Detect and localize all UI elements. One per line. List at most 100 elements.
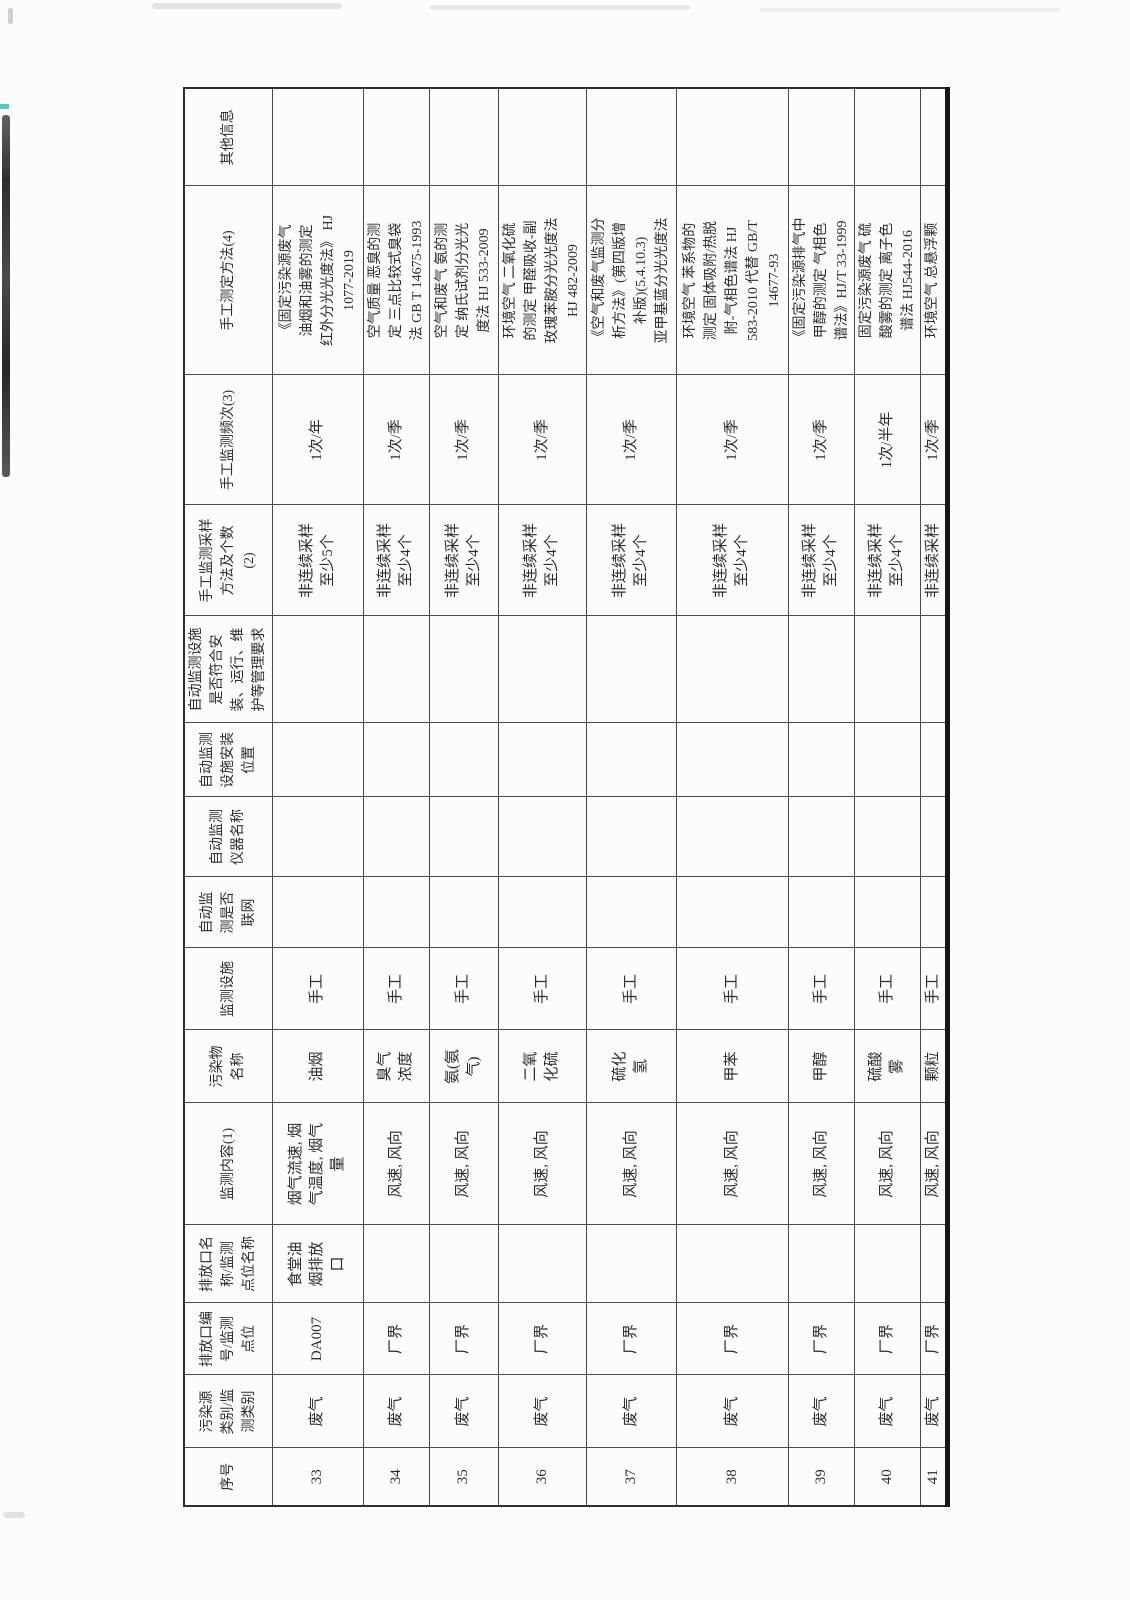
cell-outlet-id-row-34: 厂界 bbox=[363, 1303, 429, 1375]
cell-source-category-row-36: 废气 bbox=[498, 1375, 586, 1448]
cell-other-info-row-37 bbox=[586, 88, 676, 186]
cell-manual-frequency-row-36: 1次/季 bbox=[498, 375, 586, 505]
cell-auto-instrument-name-row-35 bbox=[429, 797, 498, 877]
column-header-manual-method: 手工测定方法(4) bbox=[184, 186, 272, 375]
table-row-39: 39 废气 厂界 风速, 风向 甲醇 手工 非连续采样 至少4个 1次/季 《固定污染源排气中 … bbox=[788, 88, 854, 1506]
cell-auto-networked-row-41 bbox=[920, 877, 947, 948]
cell-manual-method-row-40: 固定污染源废气 硫 酸雾的测定 离子色 谱法 HJ544-2016 bbox=[854, 186, 920, 375]
table-row-37: 37 废气 厂界 风速, 风向 硫化 氢手工 非连续采样 至少4个 1次/季 《空气和废气监测… bbox=[586, 88, 676, 1506]
cell-manual-sampling-method-row-37: 非连续采样 至少4个 bbox=[586, 505, 676, 616]
cell-manual-sampling-method-row-36: 非连续采样 至少4个 bbox=[498, 505, 586, 616]
column-header-source-category: 污染源 类别/监 测类别 bbox=[184, 1375, 272, 1448]
table-row-41: 41 废气 厂界 风速, 风向 颗粒 手工 非连续采样 1次/季 环境空气 总悬浮颗 bbox=[920, 88, 947, 1506]
cell-auto-install-position-row-35 bbox=[429, 723, 498, 797]
cell-monitor-content-row-37: 风速, 风向 bbox=[586, 1103, 676, 1225]
cell-manual-method-row-33: 《固定污染源废气 油烟和油雾的测定 红外分光光度法》 HJ 1077-2019 bbox=[272, 186, 363, 375]
cell-monitor-content-row-38: 风速, 风向 bbox=[676, 1103, 788, 1225]
cell-other-info-row-40 bbox=[854, 88, 920, 186]
cell-monitor-facility-row-39: 手工 bbox=[788, 948, 854, 1030]
column-header-monitor-facility: 监测设施 bbox=[184, 948, 272, 1030]
cell-outlet-id-row-40: 厂界 bbox=[854, 1303, 920, 1375]
cell-outlet-id-row-33: DA007 bbox=[272, 1303, 363, 1375]
column-header-outlet-id: 排放口编 号/监测 点位 bbox=[184, 1303, 272, 1375]
cell-pollutant-name-row-35: 氨(氨 气) bbox=[429, 1030, 498, 1103]
cell-monitor-content-row-33: 烟气流速, 烟 气温度, 烟气 量 bbox=[272, 1103, 363, 1225]
cell-monitor-content-row-35: 风速, 风向 bbox=[429, 1103, 498, 1225]
cell-other-info-row-36 bbox=[498, 88, 586, 186]
cell-auto-instrument-name-row-40 bbox=[854, 797, 920, 877]
cell-auto-compliance-row-33 bbox=[272, 616, 363, 723]
cell-source-category-row-35: 废气 bbox=[429, 1375, 498, 1448]
cell-other-info-row-41 bbox=[920, 88, 947, 186]
cell-index-row-39: 39 bbox=[788, 1448, 854, 1506]
cell-auto-networked-row-34 bbox=[363, 877, 429, 948]
cell-monitor-facility-row-33: 手工 bbox=[272, 948, 363, 1030]
self-monitoring-table: 序号 污染源 类别/监 测类别 排放口编 号/监测 点位 排放口名 称/监测 点位名称… bbox=[183, 87, 950, 1507]
cell-auto-instrument-name-row-33 bbox=[272, 797, 363, 877]
column-header-monitor-content: 监测内容(1) bbox=[184, 1103, 272, 1225]
cell-monitor-content-row-40: 风速, 风向 bbox=[854, 1103, 920, 1225]
cell-auto-instrument-name-row-41 bbox=[920, 797, 947, 877]
cell-manual-sampling-method-row-41: 非连续采样 bbox=[920, 505, 947, 616]
table-row-40: 40 废气 厂界 风速, 风向 硫酸 雾手工 非连续采样 至少4个 1次/半年 固定污染源废气… bbox=[854, 88, 920, 1506]
cell-index-row-36: 36 bbox=[498, 1448, 586, 1506]
column-header-manual-frequency: 手工监测频次(3) bbox=[184, 375, 272, 505]
cell-pollutant-name-row-38: 甲苯 bbox=[676, 1030, 788, 1103]
cell-auto-compliance-row-38 bbox=[676, 616, 788, 723]
scan-artifact-dark-streak bbox=[2, 115, 10, 477]
cell-auto-networked-row-37 bbox=[586, 877, 676, 948]
cell-outlet-name-row-39 bbox=[788, 1225, 854, 1303]
cell-auto-compliance-row-41 bbox=[920, 616, 947, 723]
cell-manual-method-row-39: 《固定污染源排气中 甲醇的测定 气相色 谱法》HJ/T 33-1999 bbox=[788, 186, 854, 375]
cell-outlet-name-row-40 bbox=[854, 1225, 920, 1303]
cell-auto-networked-row-40 bbox=[854, 877, 920, 948]
cell-auto-compliance-row-36 bbox=[498, 616, 586, 723]
scan-artifact-top-smudge bbox=[430, 5, 690, 10]
cell-source-category-row-40: 废气 bbox=[854, 1375, 920, 1448]
cell-manual-method-row-41: 环境空气 总悬浮颗 bbox=[920, 186, 947, 375]
column-header-auto-networked: 自动监 测是否 联网 bbox=[184, 877, 272, 948]
cell-auto-networked-row-39 bbox=[788, 877, 854, 948]
column-header-pollutant-name: 污染物 名称 bbox=[184, 1030, 272, 1103]
cell-outlet-id-row-41: 厂界 bbox=[920, 1303, 947, 1375]
cell-index-row-34: 34 bbox=[363, 1448, 429, 1506]
cell-auto-install-position-row-41 bbox=[920, 723, 947, 797]
cell-outlet-name-row-41 bbox=[920, 1225, 947, 1303]
cell-index-row-33: 33 bbox=[272, 1448, 363, 1506]
cell-auto-instrument-name-row-38 bbox=[676, 797, 788, 877]
cell-manual-frequency-row-39: 1次/季 bbox=[788, 375, 854, 505]
cell-outlet-id-row-36: 厂界 bbox=[498, 1303, 586, 1375]
scan-artifact-top-smudge bbox=[760, 8, 1060, 12]
cell-monitor-facility-row-40: 手工 bbox=[854, 948, 920, 1030]
cell-auto-instrument-name-row-39 bbox=[788, 797, 854, 877]
cell-auto-networked-row-33 bbox=[272, 877, 363, 948]
scan-artifact-cyan-mark bbox=[0, 104, 9, 109]
cell-pollutant-name-row-40: 硫酸 雾 bbox=[854, 1030, 920, 1103]
cell-other-info-row-34 bbox=[363, 88, 429, 186]
cell-manual-sampling-method-row-33: 非连续采样 至少5个 bbox=[272, 505, 363, 616]
cell-source-category-row-37: 废气 bbox=[586, 1375, 676, 1448]
table-row-35: 35 废气 厂界 风速, 风向 氨(氨 气) 手工 非连续采样 至少4个 1次/季 空气和废气 … bbox=[429, 88, 498, 1506]
column-header-auto-instrument-name: 自动监测 仪器名称 bbox=[184, 797, 272, 877]
cell-source-category-row-38: 废气 bbox=[676, 1375, 788, 1448]
cell-manual-frequency-row-37: 1次/季 bbox=[586, 375, 676, 505]
cell-source-category-row-39: 废气 bbox=[788, 1375, 854, 1448]
cell-manual-frequency-row-35: 1次/季 bbox=[429, 375, 498, 505]
cell-auto-compliance-row-39 bbox=[788, 616, 854, 723]
cell-auto-instrument-name-row-37 bbox=[586, 797, 676, 877]
column-header-auto-install-position: 自动监测 设施安装 位置 bbox=[184, 723, 272, 797]
column-header-other-info: 其他信息 bbox=[184, 88, 272, 186]
cell-monitor-facility-row-35: 手工 bbox=[429, 948, 498, 1030]
cell-manual-sampling-method-row-39: 非连续采样 至少4个 bbox=[788, 505, 854, 616]
scan-artifact-bottom-smudge bbox=[3, 1512, 25, 1518]
cell-index-row-37: 37 bbox=[586, 1448, 676, 1506]
cell-auto-install-position-row-40 bbox=[854, 723, 920, 797]
table-row-38: 38 废气 厂界 风速, 风向 甲苯 手工 非连续采样 至少4个 1次/季 环境空气 苯系物的 … bbox=[676, 88, 788, 1506]
cell-monitor-content-row-39: 风速, 风向 bbox=[788, 1103, 854, 1225]
cell-auto-install-position-row-39 bbox=[788, 723, 854, 797]
cell-manual-sampling-method-row-35: 非连续采样 至少4个 bbox=[429, 505, 498, 616]
cell-other-info-row-33 bbox=[272, 88, 363, 186]
cell-auto-instrument-name-row-36 bbox=[498, 797, 586, 877]
cell-manual-method-row-38: 环境空气 苯系物的 测定 固体吸附/热脱 附-气相色谱法 HJ 583-2010… bbox=[676, 186, 788, 375]
